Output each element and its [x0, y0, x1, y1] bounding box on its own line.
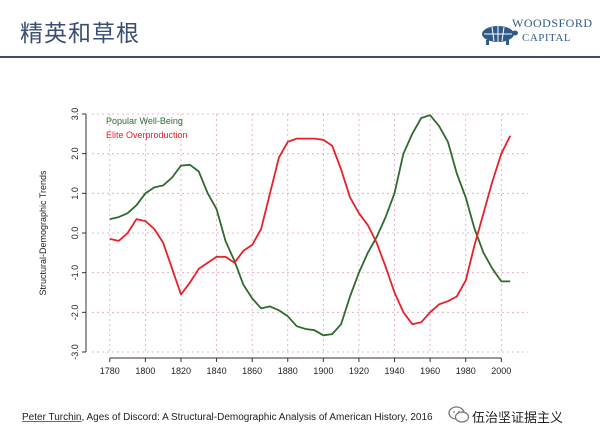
citation-text: , Ages of Discord: A Structural-Demograp…	[81, 412, 433, 423]
y-axis-label: Structural-Demographic Trends	[38, 170, 48, 296]
x-tick-label: 1780	[100, 366, 120, 376]
logo-line-1: WOODSFORD	[512, 16, 593, 30]
legend-entry: Elite Overproduction	[106, 130, 188, 140]
x-tick-label: 2000	[491, 366, 511, 376]
citation-author: Peter Turchin	[22, 412, 82, 423]
source-citation: Peter Turchin, Ages of Discord: A Struct…	[22, 412, 433, 423]
x-tick-label: 1860	[242, 366, 262, 376]
y-tick-label: 3.0	[70, 108, 80, 121]
slide-header: 精英和草根 WOODSFORD CAPITAL	[0, 0, 600, 62]
series-line-popular-well-being	[109, 114, 511, 337]
x-tick-label: 1960	[420, 366, 440, 376]
y-tick-label: -1.0	[70, 265, 80, 281]
y-tick-label: 0.0	[70, 227, 80, 240]
x-tick-label: 1840	[207, 366, 227, 376]
logo-line-2: CAPITAL	[522, 32, 572, 44]
y-tick-label: 1.0	[70, 187, 80, 200]
x-tick-label: 1820	[171, 366, 191, 376]
y-tick-label: -3.0	[70, 344, 80, 360]
x-tick-label: 1880	[278, 366, 298, 376]
x-tick-label: 1980	[456, 366, 476, 376]
y-tick-label: 2.0	[70, 147, 80, 160]
x-tick-label: 1800	[135, 366, 155, 376]
turtle-logo-icon	[482, 26, 518, 45]
header-divider	[0, 56, 600, 58]
line-chart: 3.0 2.0 1.0 0.0 -1.0 -2.0 -3.0 1780 1800 1820 1840…	[38, 108, 528, 376]
series-line-elite-overproduction	[109, 135, 512, 326]
legend-entry: Popular Well-Being	[106, 116, 183, 126]
page-title: 精英和草根	[20, 21, 140, 47]
watermark-text: 伍治坚证据主义	[472, 411, 564, 426]
x-tick-label: 1940	[385, 366, 405, 376]
x-tick-label: 1900	[313, 366, 333, 376]
company-logo: WOODSFORD CAPITAL	[478, 14, 593, 50]
x-tick-label: 1920	[349, 366, 369, 376]
wechat-icon	[448, 406, 470, 423]
y-tick-label: -2.0	[70, 305, 80, 321]
